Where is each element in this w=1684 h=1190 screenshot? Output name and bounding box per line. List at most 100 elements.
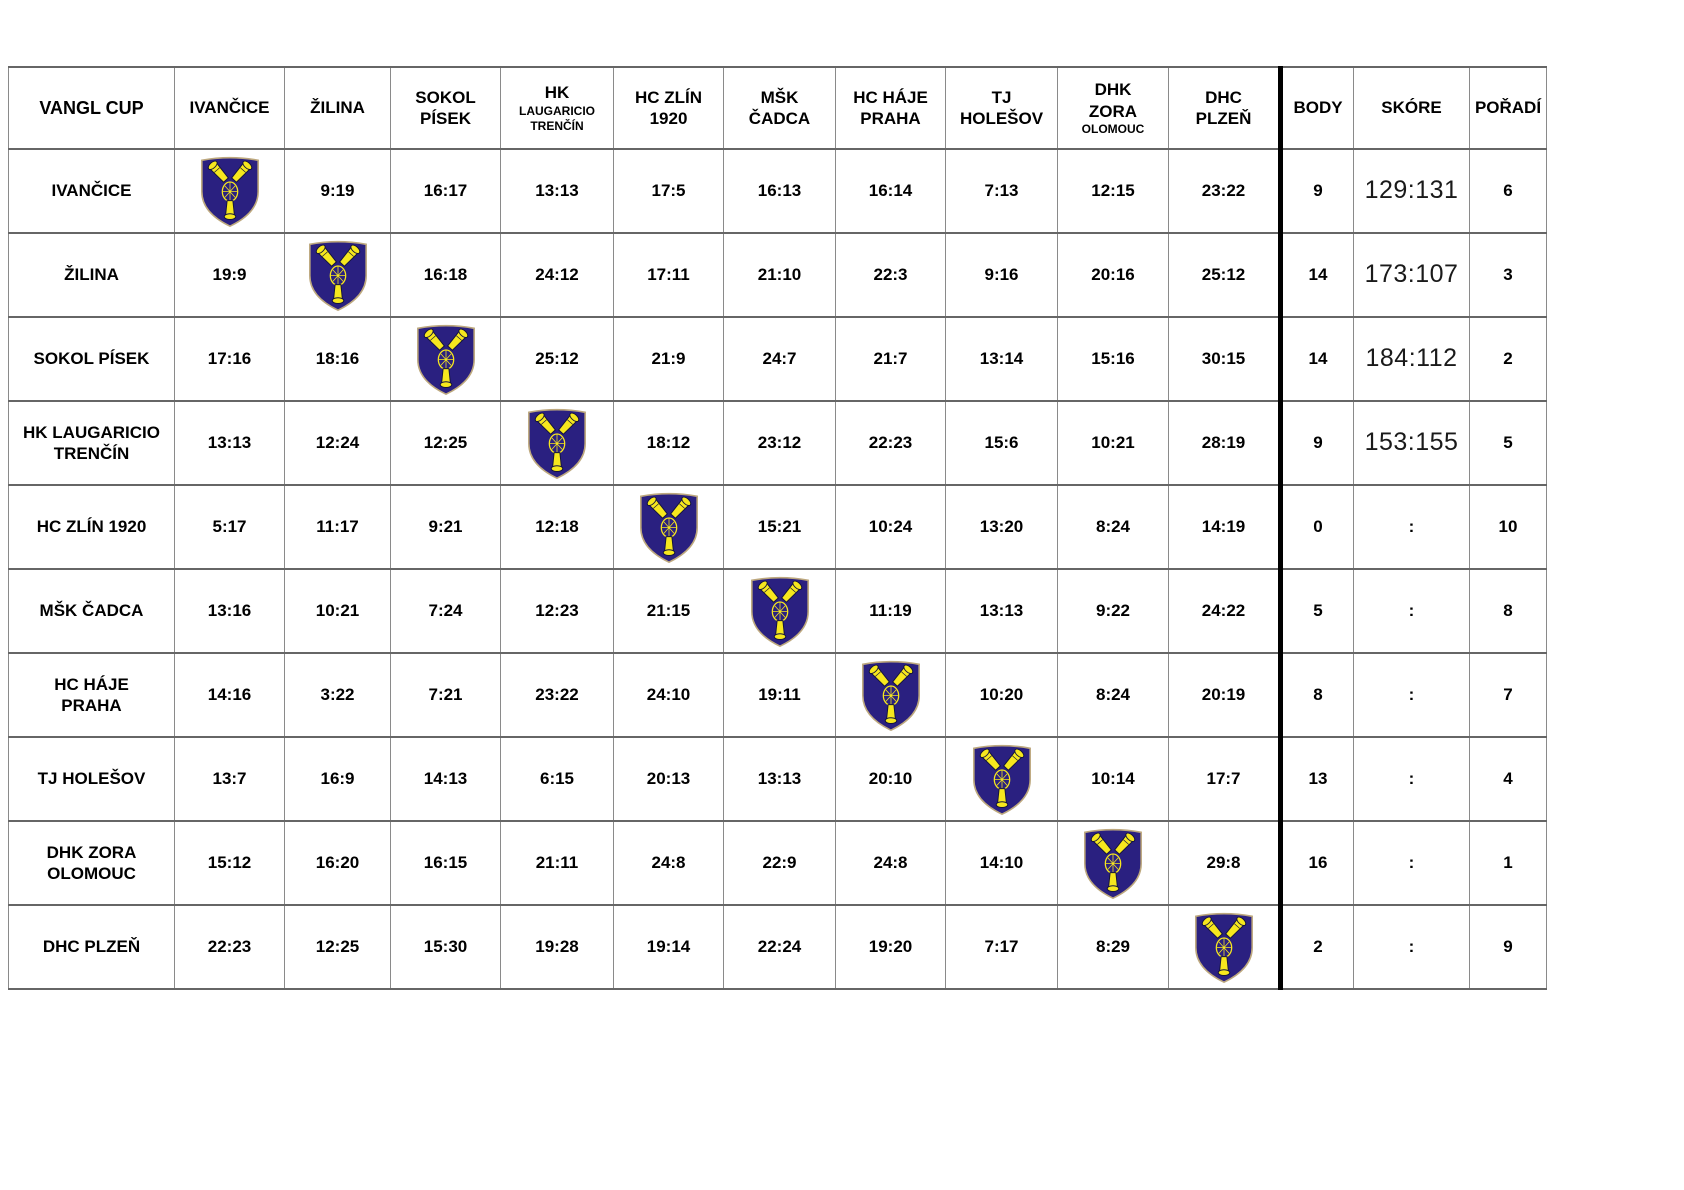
body-cell: 16 <box>1278 820 1354 906</box>
column-header-label: ZORA <box>1088 101 1138 121</box>
result-cell: 21:11 <box>500 820 614 906</box>
result-cell: 15:16 <box>1057 316 1169 402</box>
self-match-cell <box>1057 820 1169 906</box>
result-cell: 8:24 <box>1057 652 1169 738</box>
result-score: 23:12 <box>757 433 802 453</box>
result-cell: 15:6 <box>945 400 1058 486</box>
poradi-value: 9 <box>1503 937 1513 957</box>
body-cell: 14 <box>1278 316 1354 402</box>
skore-value: : <box>1408 685 1415 705</box>
result-cell: 16:13 <box>723 148 836 234</box>
table-row: TJ HOLEŠOV 13:7 16:9 14:13 6:15 20:13 13:13 20:… <box>8 736 1547 822</box>
club-crest-icon <box>1084 828 1142 900</box>
result-score: 24:8 <box>651 853 686 873</box>
result-score: 18:16 <box>315 349 360 369</box>
column-header-label: DHC <box>1205 87 1242 107</box>
result-cell: 15:30 <box>390 904 501 990</box>
skore-header-cell-label: SKÓRE <box>1381 98 1442 118</box>
result-cell: 7:21 <box>390 652 501 738</box>
column-header-label: ČADCA <box>748 109 811 128</box>
result-cell: 22:23 <box>174 904 285 990</box>
result-cell: 7:17 <box>945 904 1058 990</box>
result-cell: 22:24 <box>723 904 836 990</box>
result-cell: 13:13 <box>723 736 836 822</box>
column-header-label: PÍSEK <box>419 109 472 128</box>
result-score: 10:14 <box>1091 769 1135 789</box>
result-score: 20:10 <box>868 769 913 789</box>
poradi-header-cell-label: POŘADÍ <box>1474 98 1542 118</box>
result-score: 18:12 <box>646 433 691 453</box>
poradi-cell: 1 <box>1469 820 1547 906</box>
poradi-cell: 2 <box>1469 316 1547 402</box>
result-cell: 19:9 <box>174 232 285 318</box>
result-score: 9:19 <box>320 181 355 201</box>
team-name-cell: TJ HOLEŠOV <box>8 736 175 822</box>
poradi-cell: 10 <box>1469 484 1547 570</box>
body-value: 0 <box>1313 517 1323 537</box>
table-title-cell: VANGL CUP <box>8 66 175 150</box>
result-cell: 24:22 <box>1168 568 1281 654</box>
poradi-value: 7 <box>1503 685 1513 705</box>
result-cell: 25:12 <box>500 316 614 402</box>
result-score: 19:20 <box>868 937 913 957</box>
result-score: 24:10 <box>646 685 691 705</box>
result-score: 8:29 <box>1095 937 1131 957</box>
result-score: 12:25 <box>423 433 468 453</box>
result-cell: 10:20 <box>945 652 1058 738</box>
poradi-cell: 4 <box>1469 736 1547 822</box>
poradi-value: 3 <box>1503 265 1513 285</box>
result-cell: 13:13 <box>500 148 614 234</box>
self-match-cell <box>500 400 614 486</box>
result-cell: 7:24 <box>390 568 501 654</box>
poradi-cell: 7 <box>1469 652 1547 738</box>
result-cell: 24:8 <box>613 820 724 906</box>
result-cell: 9:16 <box>945 232 1058 318</box>
result-cell: 14:13 <box>390 736 501 822</box>
skore-value: : <box>1408 601 1415 621</box>
result-cell: 12:25 <box>284 904 391 990</box>
result-score: 16:15 <box>423 853 468 873</box>
team-name-cell: HK LAUGARICIO TRENČÍN <box>8 400 175 486</box>
column-header-label: TRENČÍN <box>530 118 584 133</box>
result-score: 9:21 <box>428 517 463 537</box>
team-name-label: DHK ZORA <box>46 842 137 862</box>
result-score: 13:13 <box>535 181 579 201</box>
result-cell: 16:18 <box>390 232 501 318</box>
result-score: 5:17 <box>212 517 247 537</box>
poradi-cell: 5 <box>1469 400 1547 486</box>
result-score: 16:18 <box>423 265 468 285</box>
poradi-cell: 6 <box>1469 148 1547 234</box>
result-score: 13:13 <box>757 769 802 789</box>
result-cell: 28:19 <box>1168 400 1281 486</box>
body-value: 16 <box>1308 853 1328 873</box>
club-crest-icon <box>750 576 809 648</box>
result-cell: 13:13 <box>945 568 1058 654</box>
self-match-cell <box>1168 904 1281 990</box>
column-header-label: PRAHA <box>860 109 921 128</box>
result-cell: 13:7 <box>174 736 285 822</box>
result-cell: 13:13 <box>174 400 285 486</box>
body-cell: 0 <box>1278 484 1354 570</box>
result-score: 12:15 <box>1091 181 1135 201</box>
result-score: 12:25 <box>315 937 360 957</box>
result-cell: 14:16 <box>174 652 285 738</box>
result-cell: 12:25 <box>390 400 501 486</box>
result-score: 21:15 <box>646 601 691 621</box>
team-name-label: TRENČÍN <box>53 444 130 463</box>
skore-cell: 129:131 <box>1353 148 1470 234</box>
result-cell: 12:24 <box>284 400 391 486</box>
body-cell: 2 <box>1278 904 1354 990</box>
result-score: 6:15 <box>539 769 575 789</box>
result-score: 15:12 <box>207 853 252 873</box>
column-header-label: HC ZLÍN <box>634 87 703 107</box>
result-score: 17:7 <box>1206 769 1241 789</box>
team-name-cell: DHK ZORA OLOMOUC <box>8 820 175 906</box>
result-cell: 20:10 <box>835 736 946 822</box>
column-header-cell: DHC PLZEŇ <box>1168 66 1281 150</box>
body-cell: 13 <box>1278 736 1354 822</box>
result-cell: 22:3 <box>835 232 946 318</box>
self-match-cell <box>284 232 391 318</box>
result-score: 24:12 <box>535 265 579 285</box>
result-cell: 17:5 <box>613 148 724 234</box>
result-cell: 17:16 <box>174 316 285 402</box>
